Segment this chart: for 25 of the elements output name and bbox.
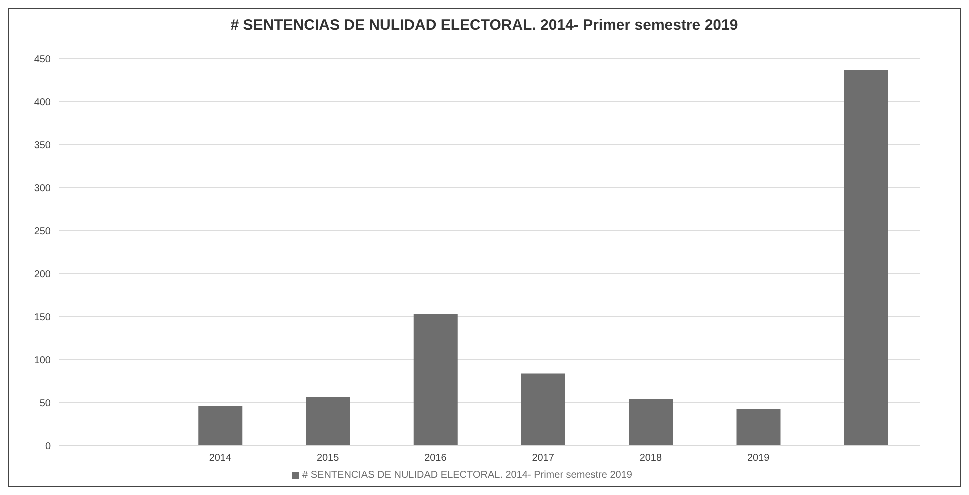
x-tick-label: 2018 — [640, 453, 662, 464]
bar — [198, 406, 243, 446]
bar — [844, 70, 888, 446]
x-tick-label: 2019 — [747, 453, 770, 464]
bar — [629, 400, 674, 446]
y-tick-label: 50 — [40, 398, 52, 410]
y-tick-label: 400 — [34, 98, 52, 109]
chart-title: # SENTENCIAS DE NULIDAD ELECTORAL. 2014- Primer semestre 2019 — [230, 16, 740, 36]
y-tick-label: 450 — [34, 54, 52, 66]
legend-label: # SENTENCIAS DE NULIDAD ELECTORAL. 2014- Primer semestre 2019 — [302, 470, 632, 481]
y-tick-label: 350 — [34, 140, 52, 152]
y-tick-label: 150 — [34, 312, 52, 324]
x-tick-label: 2014 — [209, 453, 232, 464]
bar — [414, 314, 458, 446]
y-tick-label: 0 — [45, 442, 52, 453]
x-tick-label: 2015 — [316, 453, 340, 464]
y-tick-label: 100 — [34, 356, 52, 367]
bar — [522, 374, 566, 446]
x-tick-label: 2016 — [424, 453, 448, 464]
x-tick-label: 2017 — [532, 453, 555, 464]
bar — [736, 409, 781, 446]
y-tick-label: 200 — [34, 270, 52, 281]
y-tick-label: 300 — [34, 184, 52, 195]
bar — [306, 396, 350, 446]
y-tick-label: 250 — [34, 226, 52, 238]
